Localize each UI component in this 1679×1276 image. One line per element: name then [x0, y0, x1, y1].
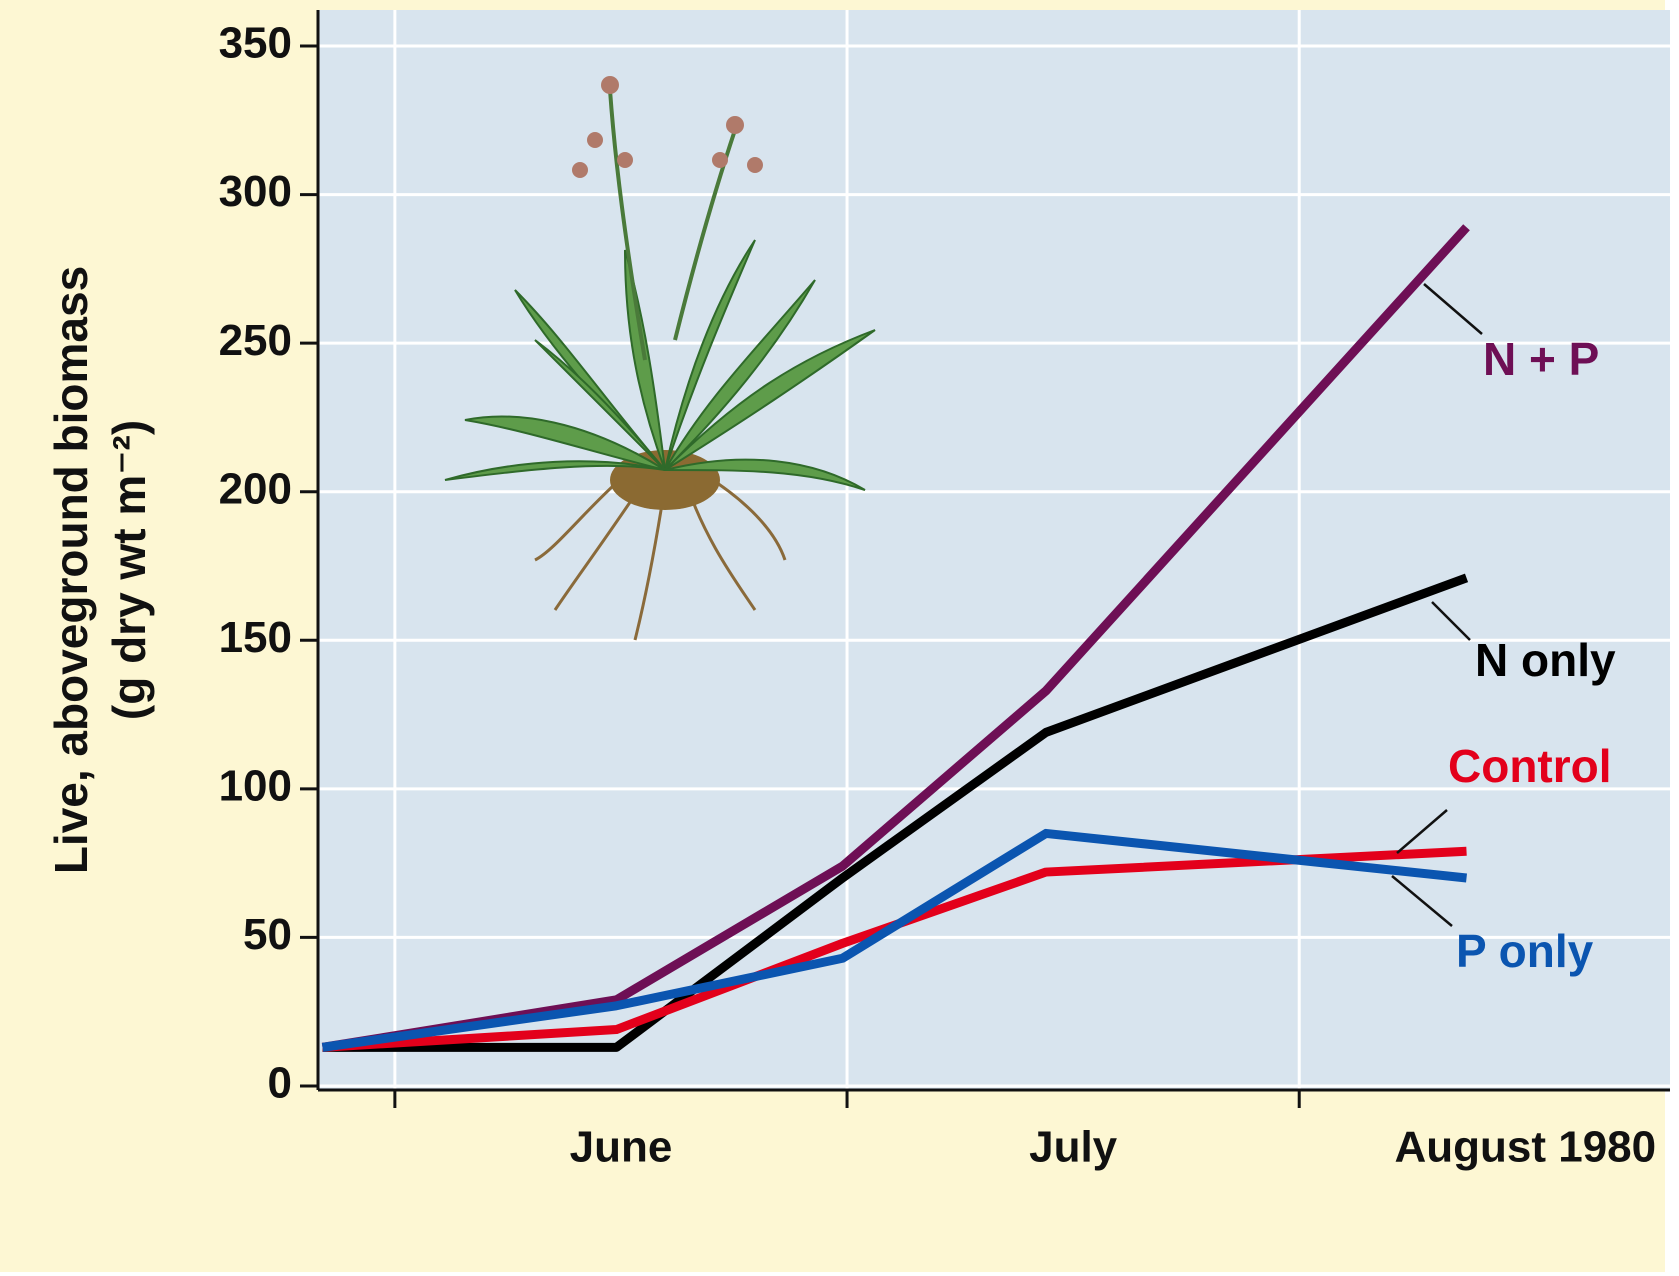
- y-tick-label: 200: [219, 464, 292, 513]
- series-label: P only: [1456, 925, 1594, 977]
- chart: Live, aboveground biomass (g dry wt m⁻²)…: [0, 0, 1679, 1276]
- y-tick-label: 50: [243, 910, 292, 959]
- y-tick-label: 150: [219, 613, 292, 662]
- y-axis-label: Live, aboveground biomass: [45, 266, 97, 874]
- x-tick-label: June: [570, 1123, 673, 1172]
- x-tick-label: August 1980: [1394, 1123, 1656, 1172]
- y-tick-label: 100: [219, 761, 292, 810]
- y-tick-label: 0: [268, 1059, 292, 1108]
- series-label: Control: [1448, 740, 1612, 792]
- y-tick-label: 250: [219, 316, 292, 365]
- series-label: N + P: [1483, 333, 1599, 385]
- x-tick-label: July: [1029, 1123, 1118, 1172]
- y-axis-label: (g dry wt m⁻²): [103, 420, 155, 720]
- y-tick-label: 300: [219, 167, 292, 216]
- y-tick-label: 350: [219, 19, 292, 68]
- series-label: N only: [1475, 634, 1616, 686]
- page: {"chart_data": {"type": "line", "ylabel"…: [0, 0, 1679, 1276]
